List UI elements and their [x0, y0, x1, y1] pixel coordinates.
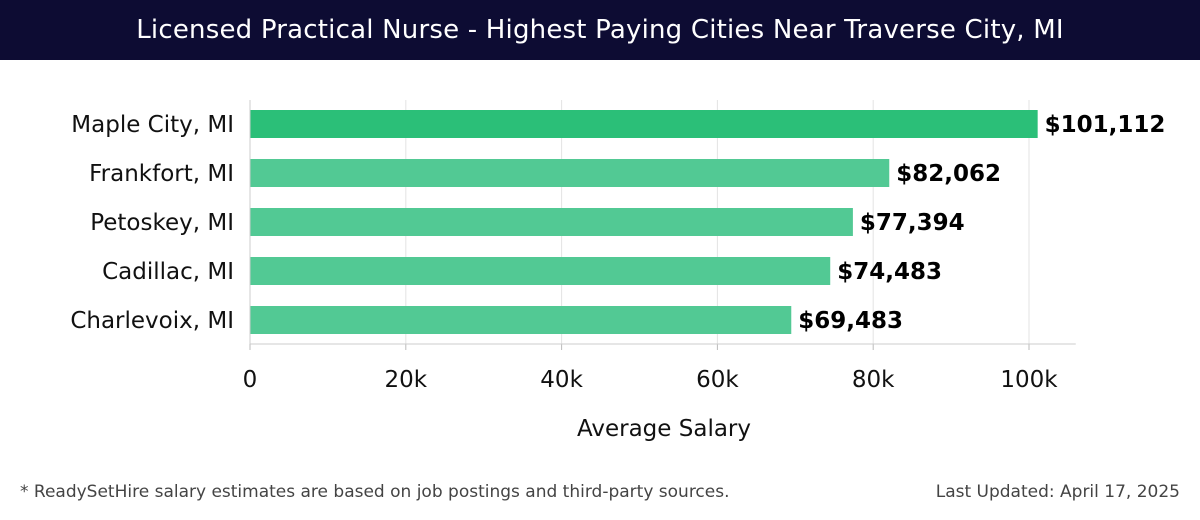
bar: [250, 159, 890, 187]
bar: [250, 208, 853, 236]
category-label: Frankfort, MI: [89, 161, 234, 187]
category-label: Cadillac, MI: [102, 259, 234, 285]
x-tick-label: 80k: [852, 367, 895, 393]
value-label: $101,112: [1045, 112, 1166, 138]
labels: Maple City, MI $101,112 Frankfort, MI $82,0…: [70, 112, 1165, 334]
x-tick-label: 60k: [696, 367, 739, 393]
category-label: Petoskey, MI: [90, 210, 234, 236]
x-tick-label: 40k: [540, 367, 583, 393]
x-tick-label: 0: [243, 367, 258, 393]
bar: [250, 110, 1038, 138]
category-label: Charlevoix, MI: [70, 308, 234, 334]
bar: [250, 306, 792, 334]
bar-chart: Maple City, MI $101,112 Frankfort, MI $82,0…: [70, 100, 1165, 442]
x-axis-label: Average Salary: [577, 416, 751, 442]
chart-title: Licensed Practical Nurse - Highest Payin…: [0, 0, 1200, 60]
bar: [250, 257, 831, 285]
x-tick-label: 100k: [1000, 367, 1058, 393]
value-label: $77,394: [860, 210, 965, 236]
last-updated: Last Updated: April 17, 2025: [935, 482, 1180, 502]
x-tick-label: 20k: [385, 367, 428, 393]
value-label: $69,483: [798, 308, 903, 334]
value-label: $74,483: [837, 259, 942, 285]
axes: 0 20k 40k 60k 80k 100k: [243, 100, 1076, 393]
category-label: Maple City, MI: [71, 112, 234, 138]
footer-note: * ReadySetHire salary estimates are base…: [20, 482, 730, 502]
bars: [250, 110, 1038, 334]
value-label: $82,062: [896, 161, 1001, 187]
